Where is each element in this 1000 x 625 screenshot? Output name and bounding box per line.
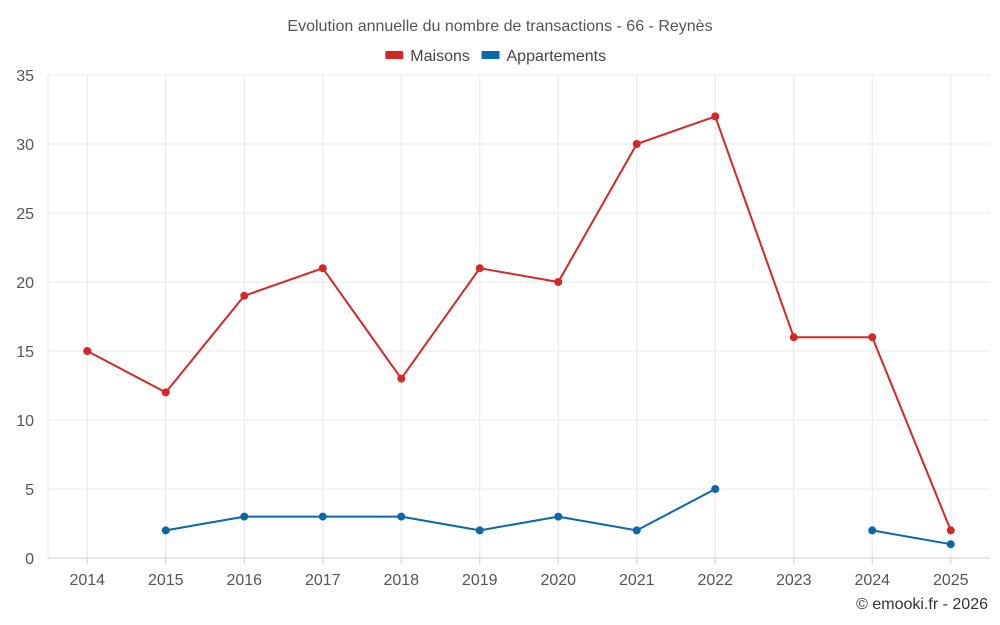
data-point-maisons bbox=[789, 333, 798, 342]
data-point-maisons bbox=[711, 112, 720, 121]
data-point-appartements bbox=[711, 485, 720, 493]
x-tick-label: 2017 bbox=[305, 572, 341, 589]
data-point-maisons bbox=[554, 278, 563, 286]
y-tick-label: 15 bbox=[16, 344, 34, 361]
x-tick-label: 2019 bbox=[462, 572, 498, 589]
legend-swatch bbox=[385, 51, 404, 59]
data-point-maisons bbox=[397, 374, 406, 383]
data-point-maisons bbox=[83, 347, 92, 355]
legend: Maisons Appartements bbox=[385, 48, 606, 65]
data-point-maisons bbox=[475, 264, 484, 273]
legend-swatch bbox=[481, 51, 500, 59]
data-point-maisons bbox=[946, 526, 955, 535]
y-tick-label: 0 bbox=[25, 551, 34, 568]
series-line-appartements bbox=[165, 488, 716, 532]
data-point-appartements bbox=[554, 512, 563, 521]
data-point-appartements bbox=[946, 540, 955, 549]
data-point-maisons bbox=[240, 291, 249, 300]
x-tick-label: 2024 bbox=[854, 572, 890, 589]
credit-text: © emooki.fr - 2026 bbox=[856, 596, 988, 613]
grid bbox=[48, 74, 990, 558]
data-point-appartements bbox=[397, 512, 406, 521]
series-line-appartements bbox=[872, 529, 951, 546]
chart-title: Evolution annuelle du nombre de transact… bbox=[287, 18, 712, 35]
series-layer bbox=[83, 112, 955, 549]
x-tick-label: 2025 bbox=[933, 572, 969, 589]
x-tick-label: 2020 bbox=[540, 572, 576, 589]
data-point-appartements bbox=[868, 526, 877, 535]
x-tick-label: 2022 bbox=[697, 572, 733, 589]
y-tick-label: 30 bbox=[16, 137, 34, 154]
legend-item-maisons: Maisons bbox=[385, 48, 470, 65]
x-tick-label: 2018 bbox=[383, 572, 419, 589]
y-tick-label: 5 bbox=[25, 482, 34, 499]
y-tick-label: 35 bbox=[16, 68, 34, 85]
data-point-appartements bbox=[318, 512, 327, 521]
data-point-maisons bbox=[868, 333, 877, 342]
series-line-maisons bbox=[86, 115, 952, 531]
data-point-appartements bbox=[475, 526, 484, 535]
y-tick-label: 10 bbox=[16, 413, 34, 430]
data-point-appartements bbox=[632, 526, 641, 535]
data-point-maisons bbox=[161, 388, 170, 397]
legend-label: Maisons bbox=[410, 48, 470, 65]
data-point-appartements bbox=[161, 526, 170, 535]
data-point-appartements bbox=[240, 512, 249, 521]
legend-item-appartements: Appartements bbox=[481, 48, 607, 65]
y-tick-label: 20 bbox=[16, 275, 34, 292]
x-tick-label: 2023 bbox=[776, 572, 812, 589]
data-point-maisons bbox=[632, 140, 641, 148]
legend-label: Appartements bbox=[507, 48, 607, 65]
x-tick-label: 2021 bbox=[619, 572, 655, 589]
data-point-maisons bbox=[318, 264, 327, 273]
x-tick-label: 2014 bbox=[69, 572, 105, 589]
x-tick-label: 2016 bbox=[226, 572, 262, 589]
y-tick-label: 25 bbox=[16, 206, 34, 223]
x-tick-label: 2015 bbox=[148, 572, 184, 589]
